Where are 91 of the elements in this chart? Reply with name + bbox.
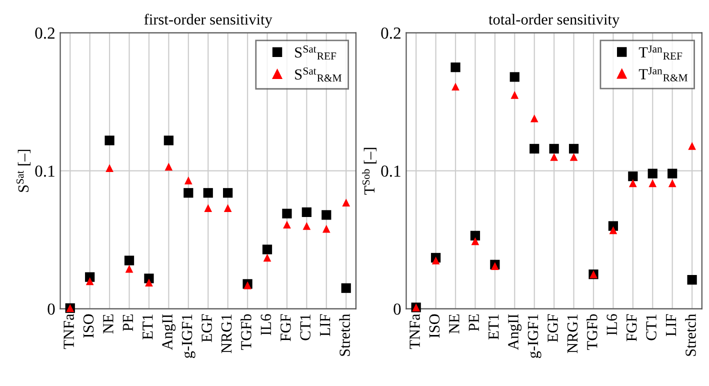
x-tick-label: CT1 bbox=[300, 314, 310, 340]
x-tick-label: PE bbox=[122, 314, 133, 332]
x-tick-label: NE bbox=[103, 314, 114, 334]
x-tick-label: AngII bbox=[508, 314, 522, 350]
point bbox=[302, 207, 312, 218]
y-tick-label: 0 bbox=[394, 304, 401, 315]
point bbox=[282, 208, 292, 218]
point bbox=[125, 264, 134, 273]
point bbox=[342, 198, 350, 206]
point bbox=[609, 226, 618, 234]
point bbox=[283, 220, 291, 229]
point bbox=[688, 142, 696, 150]
y-tick-label: 0.2 bbox=[35, 28, 54, 39]
legend-label: S$^{Sat}$$_{REF}$ bbox=[295, 45, 336, 60]
point bbox=[223, 188, 233, 198]
point bbox=[432, 256, 440, 264]
x-tick-label: TNFa bbox=[64, 314, 74, 350]
x-tick-label: AngII bbox=[162, 314, 176, 350]
point bbox=[341, 283, 351, 293]
y-tick-label: 0.1 bbox=[381, 166, 400, 177]
point bbox=[491, 262, 499, 270]
point bbox=[124, 256, 134, 266]
point bbox=[628, 172, 638, 182]
point bbox=[510, 72, 520, 82]
point bbox=[668, 168, 678, 178]
point bbox=[510, 90, 519, 99]
point bbox=[322, 210, 332, 220]
x-tick-label: Stretch bbox=[685, 314, 696, 356]
point bbox=[568, 144, 579, 154]
point bbox=[302, 222, 311, 230]
point bbox=[224, 204, 232, 212]
point bbox=[184, 188, 194, 198]
x-tick-label: g-IGF1 bbox=[182, 314, 196, 358]
x-tick-label: LIF bbox=[320, 314, 330, 336]
point bbox=[549, 144, 559, 154]
x-tick-label: LIF bbox=[666, 314, 676, 336]
point bbox=[550, 153, 558, 161]
y-axis-title: T$^{Sob}$ [–] bbox=[362, 148, 376, 195]
x-tick-label: ISO bbox=[429, 314, 440, 338]
point bbox=[570, 153, 578, 161]
legend-label: T$^{Jan}$$_{REF}$ bbox=[638, 45, 682, 60]
point bbox=[470, 230, 480, 240]
x-tick-label: EGF bbox=[202, 314, 212, 342]
y-tick-label: 0.2 bbox=[381, 28, 400, 39]
y-axis-title: S$^{Sat}$ [–] bbox=[16, 150, 31, 192]
x-tick-label: ISO bbox=[83, 314, 94, 338]
point bbox=[452, 82, 460, 91]
point bbox=[628, 179, 637, 188]
point bbox=[648, 168, 658, 178]
x-tick-label: NE bbox=[449, 314, 460, 334]
x-tick-label: PE bbox=[468, 314, 479, 332]
x-tick-label: TGFb bbox=[586, 314, 598, 350]
point bbox=[648, 179, 657, 188]
chart-title: total-order sensitivity bbox=[488, 14, 620, 28]
x-tick-label: FGF bbox=[280, 314, 291, 342]
point bbox=[164, 162, 173, 171]
chart-title: first-order sensitivity bbox=[144, 14, 272, 28]
x-tick-label: IL6 bbox=[606, 314, 618, 336]
point bbox=[164, 136, 174, 146]
point bbox=[687, 275, 697, 285]
x-tick-label: IL6 bbox=[260, 314, 272, 336]
x-tick-label: TNFa bbox=[410, 314, 420, 350]
x-tick-label: CT1 bbox=[646, 314, 656, 340]
point bbox=[450, 62, 460, 72]
point bbox=[322, 224, 330, 233]
x-tick-label: EGF bbox=[548, 314, 558, 342]
x-tick-label: Stretch bbox=[339, 314, 350, 356]
x-tick-label: ET1 bbox=[142, 314, 153, 340]
point bbox=[668, 179, 676, 188]
point bbox=[530, 144, 540, 154]
point bbox=[262, 244, 272, 254]
point bbox=[203, 188, 213, 198]
point bbox=[86, 277, 94, 286]
point bbox=[204, 204, 212, 212]
point bbox=[184, 176, 192, 184]
x-tick-label: g-IGF1 bbox=[528, 314, 542, 358]
point bbox=[263, 254, 272, 262]
x-tick-label: NRG1 bbox=[221, 314, 232, 354]
x-tick-label: TGFb bbox=[240, 314, 252, 350]
legend-label: S$^{Sat}$$_{R&M}$ bbox=[295, 67, 342, 82]
x-tick-label: FGF bbox=[626, 314, 637, 342]
x-tick-label: ET1 bbox=[488, 314, 499, 340]
point bbox=[104, 136, 114, 146]
legend-label: T$^{Jan}$$_{R&M}$ bbox=[638, 67, 688, 82]
point bbox=[106, 164, 114, 172]
x-tick-label: NRG1 bbox=[567, 314, 578, 354]
point bbox=[530, 114, 538, 122]
y-tick-label: 0.1 bbox=[35, 166, 54, 177]
point bbox=[145, 278, 153, 287]
y-tick-label: 0 bbox=[48, 304, 55, 315]
point bbox=[471, 237, 480, 246]
